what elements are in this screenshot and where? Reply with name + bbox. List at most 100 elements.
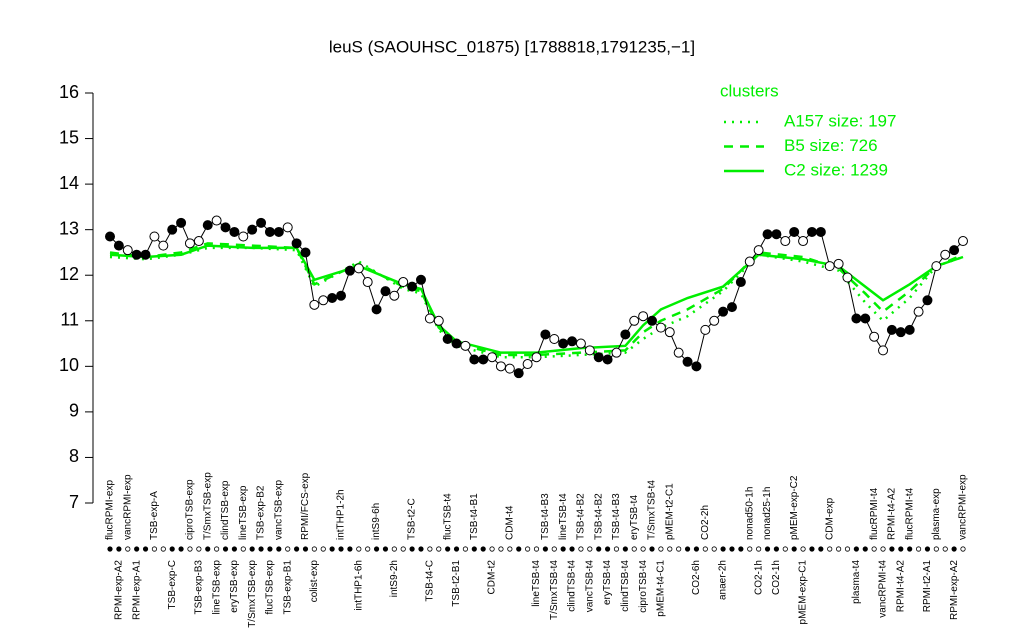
sample-dot (365, 546, 371, 552)
x-tick-label: TSB-t4-B2 (593, 493, 604, 540)
data-point (415, 274, 426, 285)
x-tick-label: T/SmxTSB-exp (247, 560, 258, 628)
data-point (922, 295, 933, 306)
sample-dot (533, 546, 540, 552)
x-tick-label: TSB-t2-B1 (451, 560, 462, 607)
data-point (958, 236, 968, 247)
sample-dot (640, 546, 646, 552)
x-tick-label: colist-exp (309, 560, 320, 603)
data-point (878, 345, 889, 356)
data-point (691, 361, 702, 372)
data-point (869, 331, 880, 342)
data-point (442, 334, 453, 344)
sample-dot (373, 546, 380, 552)
data-point (211, 215, 222, 226)
x-tick-label: vancRPMI-exp (958, 474, 969, 540)
sample-dot (578, 546, 584, 552)
data-point (229, 226, 240, 237)
x-tick-label: intS9-6h (371, 503, 382, 540)
data-point (558, 338, 569, 349)
sample-dot (809, 546, 815, 552)
sample-dot (631, 546, 637, 552)
x-tick-label: RPMI-t2-A1 (922, 560, 933, 613)
y-tick-label: 15 (59, 127, 79, 147)
x-tick-label: CDM-exp (824, 497, 835, 540)
sample-dot (782, 546, 788, 552)
x-tick-label: T/SmxTSB-t4 (549, 560, 560, 620)
cluster-line (109, 242, 964, 357)
sample-dot (142, 546, 149, 552)
x-tick-label: intTHP1-2h (336, 489, 347, 540)
y-tick-label: 14 (59, 173, 79, 193)
x-tick-label: eryTSB-t4 (629, 495, 640, 540)
data-point (602, 354, 613, 365)
sample-dot (214, 546, 220, 552)
x-tick-label: TSB-t4-B3 (540, 493, 551, 540)
sample-dot (560, 546, 566, 552)
data-point (433, 315, 444, 326)
x-tick-label: flucRPMI-t4 (904, 487, 915, 540)
data-point (940, 249, 951, 260)
data-point (620, 329, 631, 340)
sample-dot (915, 546, 922, 552)
data-point (451, 338, 462, 349)
x-tick-label: RPMI-exp-A2 (114, 560, 125, 620)
data-point (318, 295, 329, 306)
data-point (522, 359, 533, 370)
sample-dot (418, 546, 424, 552)
x-tick-label: TSB-exp-B1 (282, 560, 293, 615)
x-tick-label: clindTSB-exp (220, 480, 231, 540)
sample-dot (311, 546, 317, 552)
sample-dot (134, 546, 140, 552)
sample-dot (151, 546, 158, 552)
sample-dot (498, 546, 504, 552)
sample-dot (480, 546, 486, 552)
data-point (176, 217, 187, 228)
data-point (407, 281, 418, 292)
sample-dot (240, 546, 246, 552)
data-point (851, 313, 862, 324)
x-tick-label: anaer-2h (718, 560, 729, 600)
x-tick-label: T/SmxTSB-t4 (647, 480, 658, 540)
data-point (629, 315, 640, 326)
data-point (913, 306, 924, 317)
data-point (184, 238, 195, 249)
data-point (655, 322, 666, 333)
data-point (904, 324, 915, 335)
sample-dot (836, 546, 842, 552)
x-tick-label: TSB-exp-C (167, 560, 178, 609)
data-point (140, 249, 151, 260)
data-point (780, 236, 791, 247)
x-tick-label: pMEM-exp-C2 (789, 475, 800, 540)
data-point (460, 340, 471, 351)
data-point (105, 231, 115, 242)
sample-dot (507, 546, 513, 552)
y-tick-label: 8 (69, 446, 79, 466)
x-tick-label: lineTSB-t4 (558, 493, 569, 540)
sample-dot (827, 546, 833, 552)
data-point (238, 231, 249, 242)
sample-dot (222, 546, 229, 552)
sample-dot (302, 546, 309, 552)
data-point (398, 277, 409, 288)
legend: clusters A157 size: 197 B5 size: 726 C2 si… (720, 81, 896, 179)
sample-dot (569, 546, 575, 552)
x-tick-label: intTHP1-6h (353, 560, 364, 611)
data-point (273, 226, 284, 237)
sample-dot (604, 546, 611, 552)
x-tick-label: pMEM-exp-C1 (798, 560, 809, 625)
x-tick-label: vancTSB-exp (273, 480, 284, 540)
sample-dot (178, 546, 184, 552)
data-point (122, 245, 133, 256)
sample-dot (676, 546, 682, 552)
x-tick-label: pMEM-t2-C1 (664, 483, 675, 540)
x-tick-label: RPMI-exp-A1 (131, 560, 142, 620)
sample-dot (462, 546, 469, 552)
sample-dot (436, 546, 442, 552)
data-point (264, 226, 275, 237)
sample-dot (791, 546, 797, 552)
data-point (336, 290, 347, 301)
sample-dot (898, 546, 904, 552)
y-tick-label: 7 (69, 492, 79, 512)
legend-label: A157 size: 197 (784, 111, 896, 130)
